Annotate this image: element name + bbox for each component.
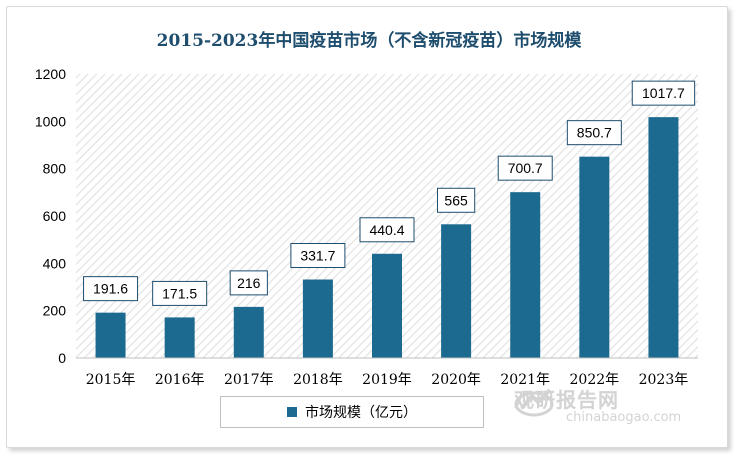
y-tick-label: 800 [43,161,67,177]
data-label: 171.5 [162,285,197,301]
bar [510,192,541,358]
bar [164,317,195,358]
x-tick-label: 2016年 [155,372,205,388]
x-tick-label: 2018年 [293,372,343,388]
watermark-logo-icon [514,388,554,417]
x-tick-label: 2020年 [431,372,481,388]
data-label-box [290,242,346,268]
x-tick-label: 2017年 [224,372,274,388]
y-tick-label: 600 [43,208,67,224]
x-tick-label: 2023年 [639,372,689,388]
watermark-cn: 观研报告网 [514,388,619,412]
x-tick-label: 2022年 [570,372,620,388]
data-label-box [152,280,208,306]
data-label-box [566,120,622,146]
data-label-box [229,270,268,296]
data-label-box [437,187,476,213]
chart-title: 2015-2023年中国疫苗市场（不含新冠疫苗）市场规模 [156,31,582,51]
data-label: 565 [444,192,468,208]
y-tick-label: 0 [58,350,66,366]
data-label: 331.7 [300,247,335,263]
data-label: 850.7 [577,125,612,141]
data-label: 440.4 [369,222,404,238]
legend: 市场规模（亿元） [220,396,484,428]
bars-group: 191.6 171.5 216 331.7 440.4 565 700.7 850.7 1017… [83,80,696,358]
y-tick-label: 1000 [35,113,66,129]
bar [579,156,610,358]
bar [372,253,402,358]
watermark: 观研报告网 chinabaogao.com [514,384,681,425]
y-tick-label: 200 [43,303,67,319]
legend-swatch [287,407,297,417]
bar [441,224,472,358]
data-label: 700.7 [508,160,543,176]
legend-label: 市场规模（亿元） [305,405,417,421]
bar [648,117,679,358]
data-label: 1017.7 [642,85,685,101]
x-tick-label: 2015年 [86,372,136,388]
x-axis: 2015年 2016年 2017年 2018年 2019年 2020年 2021年 2022年… [76,357,698,388]
x-tick-label: 2021年 [500,372,550,388]
data-label: 216 [237,275,261,291]
y-tick-label: 400 [43,255,67,271]
bar [233,306,264,358]
y-axis: 0 200 400 600 800 1000 1200 [35,66,66,366]
bar [302,279,333,358]
bar [95,312,126,358]
data-label: 191.6 [93,281,128,297]
y-tick-label: 1200 [35,66,66,82]
x-tick-label: 2019年 [362,372,412,388]
watermark-en: chinabaogao.com [566,410,682,425]
data-label-box [497,155,553,181]
data-label-box [631,80,696,106]
data-label-box [359,217,415,243]
data-label-box [83,276,139,302]
